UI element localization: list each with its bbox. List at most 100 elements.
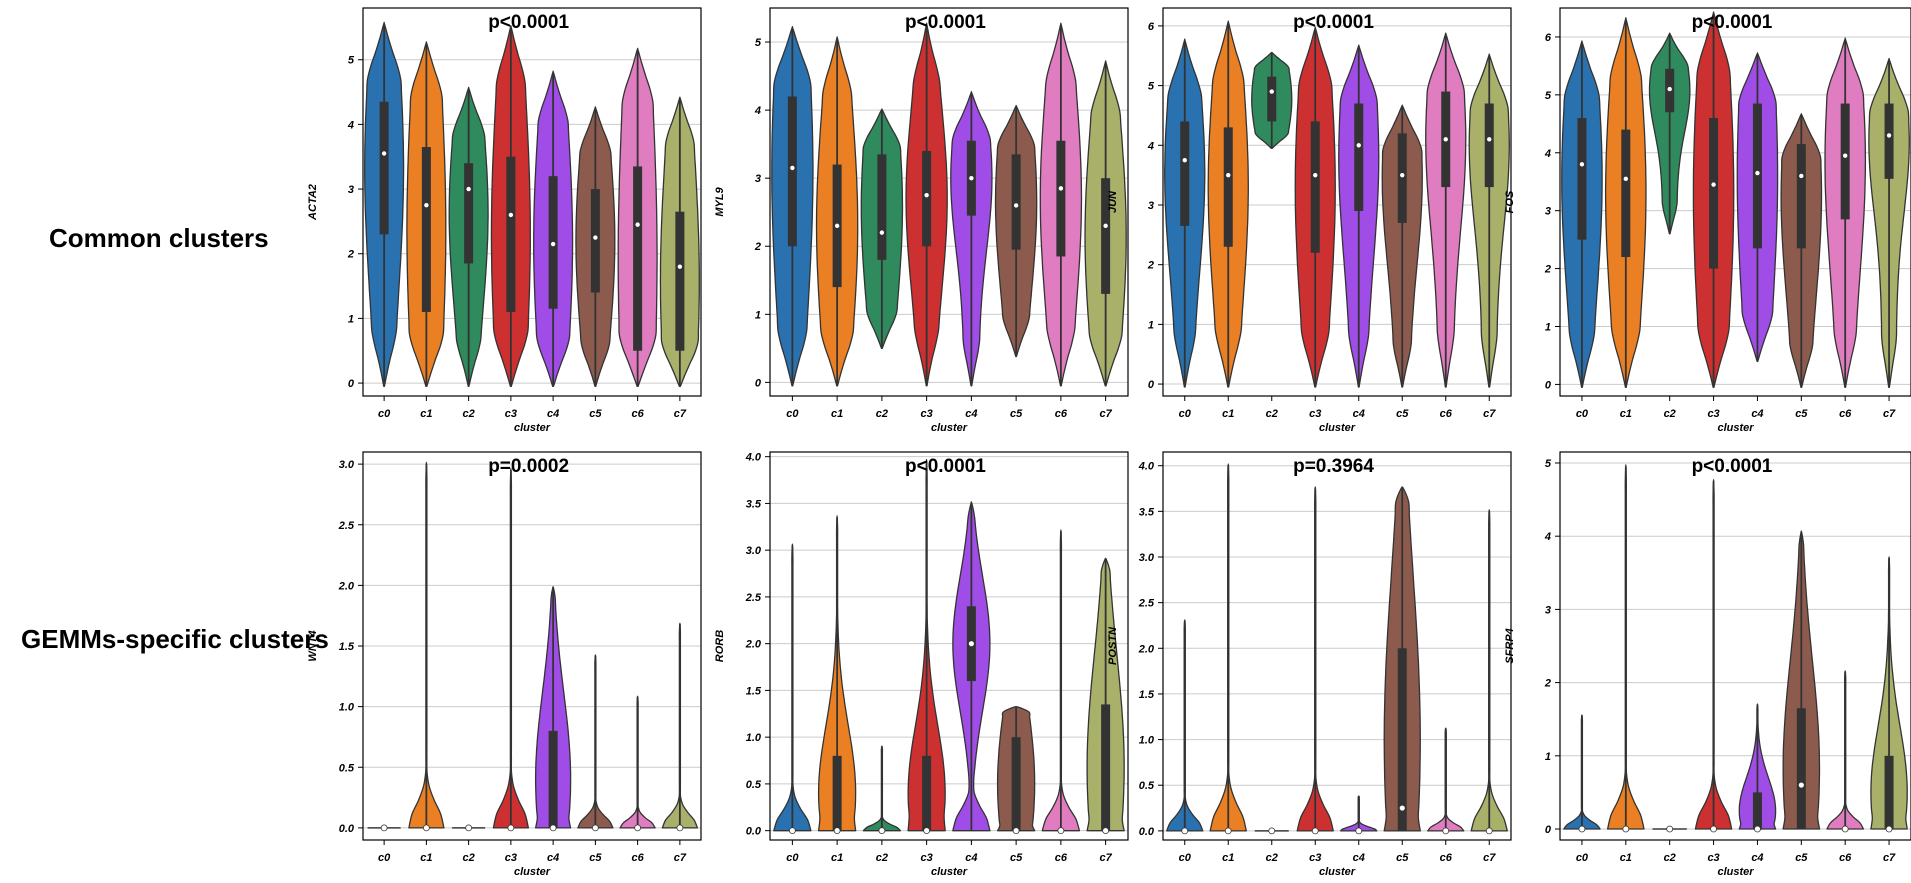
x-tick-label: c6 bbox=[1055, 852, 1068, 864]
y-tick-label: 0 bbox=[1545, 379, 1552, 391]
median-dot bbox=[1799, 173, 1804, 179]
violin-c5 bbox=[1780, 113, 1823, 388]
iqr-box bbox=[464, 163, 474, 264]
x-tick-label: c7 bbox=[1483, 852, 1496, 864]
x-tick-label: c6 bbox=[1055, 408, 1068, 420]
median-dot bbox=[1058, 186, 1064, 191]
violin-c2 bbox=[448, 86, 489, 387]
violin-c3 bbox=[1296, 486, 1334, 835]
x-tick-label: c7 bbox=[1100, 408, 1113, 420]
violin-c4 bbox=[533, 70, 574, 387]
y-tick-label: 2 bbox=[1147, 260, 1154, 272]
x-tick-label: c0 bbox=[1576, 852, 1589, 864]
x-tick-label: c1 bbox=[1620, 408, 1632, 420]
row-label-gemms: GEMMs-specific clusters bbox=[21, 624, 329, 654]
median-dot bbox=[381, 151, 387, 156]
x-tick-label: c3 bbox=[921, 408, 933, 420]
median-dot bbox=[550, 241, 556, 247]
violin-c0 bbox=[1166, 619, 1204, 835]
median-dot bbox=[1182, 158, 1187, 163]
y-tick-label: 0.0 bbox=[1139, 826, 1155, 838]
violin-c4 bbox=[1340, 795, 1378, 835]
violin-c2 bbox=[1648, 32, 1691, 235]
violin-c5 bbox=[575, 106, 616, 387]
y-tick-label: 2.5 bbox=[338, 520, 355, 532]
x-tick-label: c3 bbox=[1707, 852, 1719, 864]
median-dot bbox=[790, 165, 795, 171]
iqr-box bbox=[633, 166, 643, 351]
violin-c6 bbox=[617, 47, 658, 387]
x-tick-label: c4 bbox=[965, 852, 977, 864]
x-tick-label: c1 bbox=[1222, 408, 1234, 420]
y-tick-label: 1 bbox=[1545, 751, 1551, 763]
iqr-box bbox=[787, 96, 797, 247]
median-dot bbox=[676, 824, 684, 832]
x-tick-label: c3 bbox=[505, 408, 517, 420]
violin-c3 bbox=[905, 22, 948, 387]
iqr-box bbox=[1621, 129, 1631, 258]
median-dot bbox=[1487, 137, 1492, 142]
y-tick-label: 0.0 bbox=[746, 826, 762, 838]
x-tick-label: c2 bbox=[463, 408, 475, 420]
iqr-box bbox=[506, 156, 516, 312]
y-tick-label: 3 bbox=[755, 173, 761, 185]
iqr-box bbox=[1709, 118, 1719, 269]
x-tick-label: c6 bbox=[1839, 852, 1852, 864]
panel-postn: 0.0 0.5 1.0 1.5 2.0 2.5 3.0 3.5 4.0 c0 c1 c2 c3 c4 c5 c… bbox=[1107, 451, 1512, 878]
median-dot bbox=[1754, 825, 1761, 833]
median-dot bbox=[422, 824, 430, 832]
y-tick-label: 3.0 bbox=[746, 545, 762, 557]
violin-c7 bbox=[1084, 60, 1127, 387]
y-tick-label: 3.5 bbox=[1139, 506, 1155, 518]
y-tick-label: 1 bbox=[1148, 319, 1154, 331]
y-axis-label: POSTN bbox=[1107, 626, 1119, 665]
violin-c6 bbox=[1824, 37, 1867, 388]
y-tick-label: 5 bbox=[1545, 458, 1552, 470]
iqr-box bbox=[421, 147, 431, 312]
y-tick-label: 1.5 bbox=[1139, 689, 1155, 701]
violin-c0 bbox=[773, 543, 812, 835]
median-dot bbox=[1398, 804, 1406, 812]
violin-c1 bbox=[406, 41, 447, 387]
y-axis-label: MYL9 bbox=[714, 186, 726, 216]
iqr-box bbox=[1884, 755, 1894, 830]
panel-title: p<0.0001 bbox=[905, 456, 986, 477]
violin-c5 bbox=[1383, 486, 1421, 832]
violin-c1 bbox=[1604, 17, 1647, 388]
x-tick-label: c2 bbox=[463, 852, 475, 864]
y-axis-label: RORB bbox=[714, 630, 726, 662]
y-tick-label: 3 bbox=[348, 184, 354, 196]
y-tick-label: 1.0 bbox=[339, 702, 355, 714]
iqr-box bbox=[1397, 648, 1407, 831]
median-dot bbox=[1711, 182, 1716, 187]
violin-c5 bbox=[1782, 530, 1821, 830]
x-tick-label: c0 bbox=[1576, 408, 1589, 420]
median-dot bbox=[1103, 223, 1108, 229]
iqr-box bbox=[1884, 103, 1894, 179]
median-dot bbox=[1013, 203, 1019, 208]
x-axis-label: cluster bbox=[1717, 422, 1754, 434]
y-tick-label: 5 bbox=[1545, 90, 1552, 102]
x-tick-label: c6 bbox=[632, 852, 645, 864]
median-dot bbox=[1400, 172, 1405, 178]
iqr-box bbox=[379, 101, 389, 235]
median-dot bbox=[788, 827, 796, 835]
x-tick-label: c4 bbox=[547, 852, 559, 864]
y-tick-label: 5 bbox=[1148, 81, 1155, 93]
panel-wnt4: 0.0 0.5 1.0 1.5 2.0 2.5 3.0 c0 c1 c2 c3 c4 c5 c6 c7 p=0… bbox=[307, 451, 702, 878]
iqr-box bbox=[1101, 178, 1111, 294]
x-tick-label: c7 bbox=[1483, 408, 1496, 420]
iqr-box bbox=[877, 154, 887, 260]
violin-c0 bbox=[364, 21, 405, 387]
violin-c6 bbox=[1427, 727, 1465, 835]
x-axis-label: cluster bbox=[931, 422, 968, 434]
iqr-box bbox=[922, 755, 932, 831]
median-dot bbox=[1578, 825, 1586, 833]
median-dot bbox=[1226, 172, 1231, 178]
panel-title: p<0.0001 bbox=[488, 12, 569, 33]
x-tick-label: c4 bbox=[547, 408, 559, 420]
y-tick-label: 1 bbox=[348, 313, 354, 325]
y-tick-label: 1.5 bbox=[746, 685, 762, 697]
median-dot bbox=[634, 824, 642, 832]
x-tick-label: c3 bbox=[921, 852, 933, 864]
